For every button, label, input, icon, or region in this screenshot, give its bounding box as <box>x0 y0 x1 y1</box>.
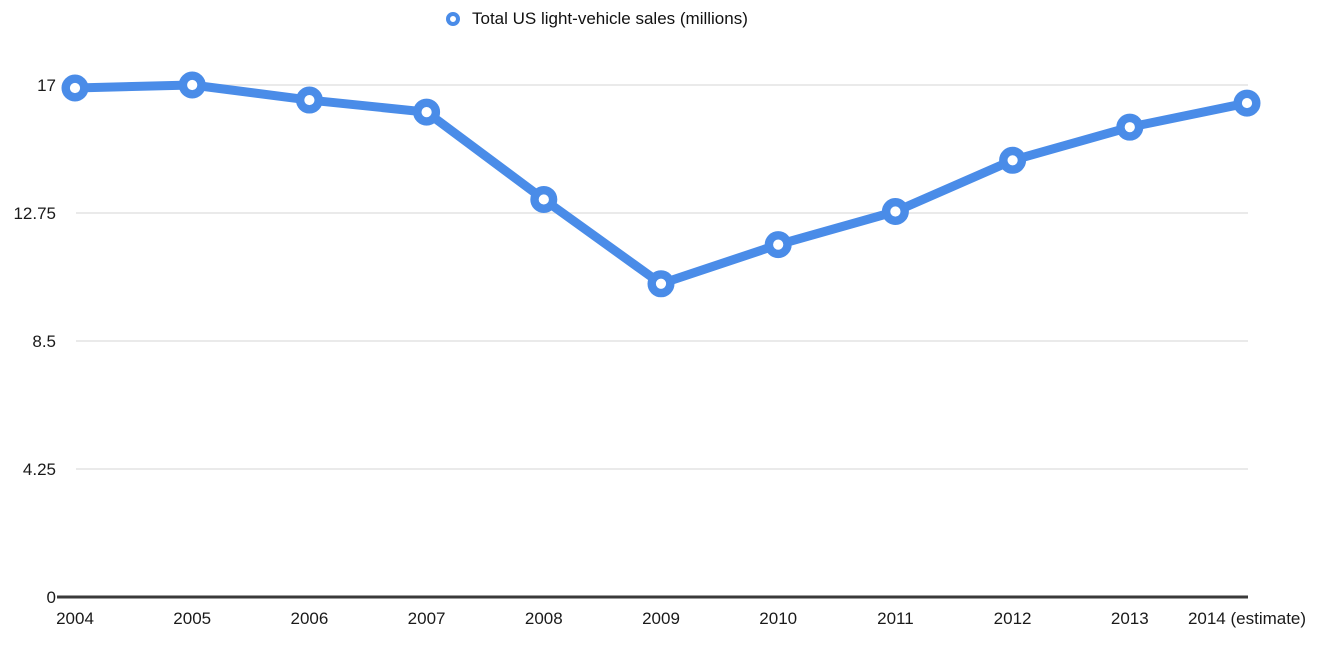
x-tick-label: 2006 <box>290 609 328 628</box>
x-tick-label: 2009 <box>642 609 680 628</box>
x-tick-label: 2007 <box>408 609 446 628</box>
x-tick-label: 2004 <box>56 609 94 628</box>
x-tick-label: 2010 <box>759 609 797 628</box>
data-point <box>881 197 909 225</box>
legend: Total US light-vehicle sales (millions) <box>446 9 748 29</box>
data-point <box>1116 113 1144 141</box>
y-tick-label: 4.25 <box>23 460 56 479</box>
data-point <box>413 98 441 126</box>
y-tick-label: 12.75 <box>13 204 56 223</box>
y-tick-label: 8.5 <box>32 332 56 351</box>
data-point <box>764 231 792 259</box>
x-tick-label: 2012 <box>994 609 1032 628</box>
data-point <box>999 146 1027 174</box>
data-point <box>530 185 558 213</box>
x-tick-label: 2008 <box>525 609 563 628</box>
data-point <box>1233 89 1261 117</box>
y-tick-label: 17 <box>37 76 56 95</box>
x-tick-label: 2014 (estimate) <box>1188 609 1306 628</box>
x-tick-label: 2011 <box>877 609 914 628</box>
x-tick-label: 2005 <box>173 609 211 628</box>
y-tick-label: 0 <box>47 588 56 607</box>
data-point <box>61 74 89 102</box>
legend-label: Total US light-vehicle sales (millions) <box>472 9 748 28</box>
data-point <box>295 86 323 114</box>
series-marker-icon <box>446 12 460 26</box>
data-line <box>70 80 1252 289</box>
data-point <box>178 71 206 99</box>
x-tick-label: 2013 <box>1111 609 1149 628</box>
data-point <box>647 270 675 298</box>
